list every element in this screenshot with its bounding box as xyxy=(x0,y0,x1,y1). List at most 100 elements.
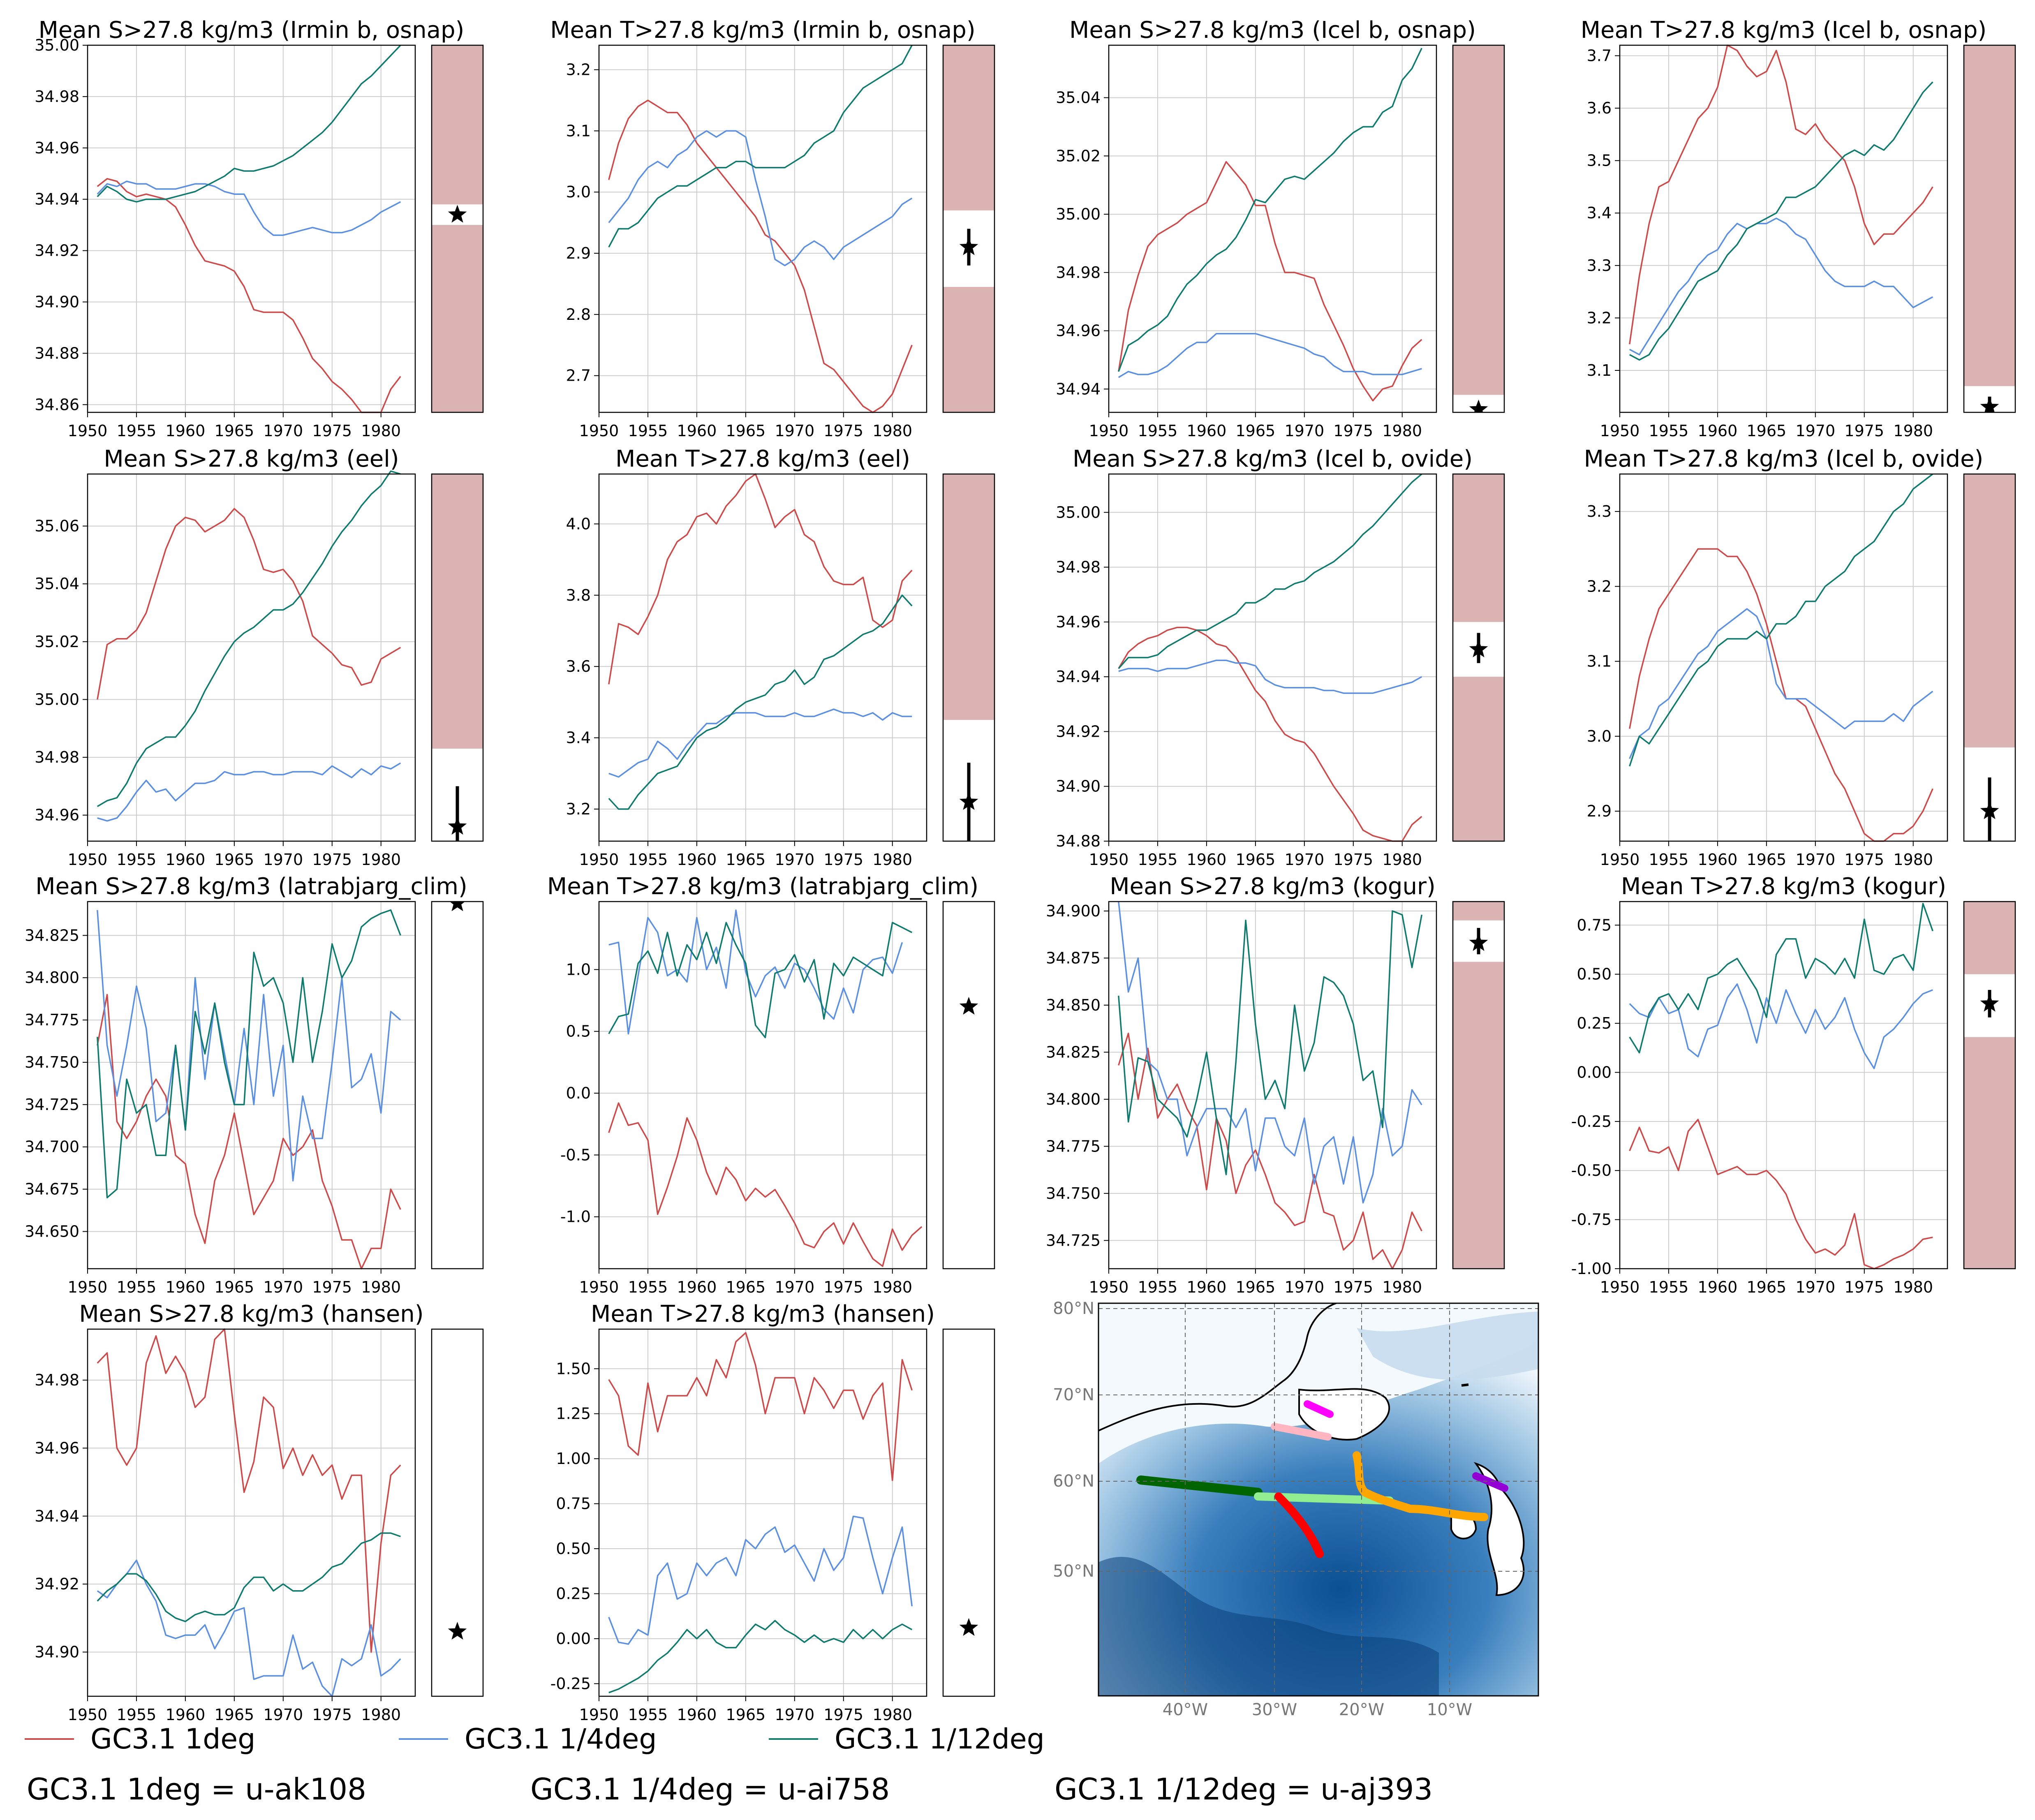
series-line xyxy=(608,1515,913,1645)
plot-frame xyxy=(598,44,927,413)
obs-range-band xyxy=(1453,474,1504,622)
y-tick-label: 0.50 xyxy=(556,1540,591,1558)
x-tick-label: 1970 xyxy=(1795,851,1835,869)
x-tick-label: 1955 xyxy=(117,1706,157,1724)
y-tick-label: -1.0 xyxy=(560,1208,591,1226)
y-tick-label: 34.650 xyxy=(25,1222,79,1240)
chart-c2: 1950 1955 1960 1965 1970 1975 1980 2.7 2.8 2.9 3.0… xyxy=(550,17,995,440)
y-tick-label: 34.92 xyxy=(1056,722,1101,740)
y-tick-label: 3.0 xyxy=(566,183,591,201)
legend-swatch xyxy=(769,1738,818,1740)
y-tick-label: 3.1 xyxy=(1587,652,1612,671)
x-tick-label: 1950 xyxy=(68,851,108,869)
map-lon-label: 20°W xyxy=(1339,1700,1384,1719)
obs-range-band xyxy=(1453,962,1504,1269)
x-tick-label: 1955 xyxy=(1138,1278,1178,1296)
series-line xyxy=(608,708,912,778)
y-tick-label: 3.2 xyxy=(1587,577,1612,595)
obs-range-band xyxy=(1964,474,2015,748)
x-tick-label: 1950 xyxy=(1089,851,1129,869)
obs-range-band xyxy=(1964,902,2015,974)
y-tick-label: 34.86 xyxy=(35,395,79,414)
obs-panel-frame xyxy=(431,44,484,413)
y-tick-label: 2.7 xyxy=(566,367,591,385)
x-tick-label: 1980 xyxy=(872,1278,912,1296)
series-line xyxy=(97,178,401,413)
legend: GC3.1 1deg GC3.1 1/4deg GC3.1 1/12deg xyxy=(25,1721,1998,1758)
series-line xyxy=(97,44,401,203)
y-tick-label: 35.06 xyxy=(35,517,79,535)
y-tick-label: 3.1 xyxy=(1587,361,1612,379)
y-tick-label: 3.7 xyxy=(1587,47,1612,65)
x-tick-label: 1970 xyxy=(1795,1278,1835,1296)
series-line xyxy=(608,1102,923,1267)
chart-c12: 1950 1955 1960 1965 1970 1975 1980 -1.00 -0.75 -0… xyxy=(1571,873,2016,1296)
obs-panel-frame xyxy=(942,1328,995,1697)
chart-c8: 1950 1955 1960 1965 1970 1975 1980 2.9 3.0 3.1 3.2… xyxy=(1584,446,2016,869)
y-tick-label: 34.92 xyxy=(35,1575,79,1593)
y-tick-label: 34.94 xyxy=(35,190,79,208)
series-line xyxy=(97,994,401,1270)
chart-title: Mean T>27.8 kg/m3 (kogur) xyxy=(1621,873,1946,900)
obs-star-marker xyxy=(959,237,978,255)
y-tick-label: 34.96 xyxy=(35,139,79,157)
y-tick-label: 34.825 xyxy=(1046,1043,1101,1061)
series-line xyxy=(608,45,913,248)
plot-frame xyxy=(598,473,927,842)
obs-panel-frame xyxy=(431,473,484,842)
y-tick-label: 3.8 xyxy=(566,586,591,604)
x-tick-label: 1970 xyxy=(1284,1278,1324,1296)
x-tick-label: 1960 xyxy=(677,1706,717,1724)
y-tick-label: 3.1 xyxy=(566,122,591,140)
x-tick-label: 1980 xyxy=(872,422,912,440)
x-tick-label: 1965 xyxy=(215,422,254,440)
y-tick-label: 34.750 xyxy=(25,1053,79,1071)
plot-frame xyxy=(87,44,416,413)
y-tick-label: 35.00 xyxy=(1056,503,1101,521)
x-tick-label: 1975 xyxy=(1844,422,1884,440)
x-tick-label: 1975 xyxy=(312,851,352,869)
chart-c4: 1950 1955 1960 1965 1970 1975 1980 3.1 3.2 3.3 3.4… xyxy=(1581,17,2016,440)
y-tick-label: 34.800 xyxy=(25,969,79,987)
x-tick-label: 1980 xyxy=(361,1706,401,1724)
chart-c11: 1950 1955 1960 1965 1970 1975 1980 34.725 34.750… xyxy=(1046,873,1505,1296)
x-tick-label: 1965 xyxy=(215,1706,254,1724)
y-tick-label: 34.96 xyxy=(35,806,79,824)
obs-star-marker xyxy=(448,1621,467,1640)
plot-frame xyxy=(1619,473,1948,842)
x-tick-label: 1960 xyxy=(1187,1278,1227,1296)
x-tick-label: 1980 xyxy=(1382,851,1422,869)
series-line xyxy=(97,1328,401,1653)
x-tick-label: 1975 xyxy=(312,1706,352,1724)
obs-range-band xyxy=(1453,677,1504,841)
y-tick-label: 0.75 xyxy=(556,1495,591,1513)
x-tick-label: 1980 xyxy=(872,1706,912,1724)
y-tick-label: 34.94 xyxy=(35,1507,79,1525)
plot-frame xyxy=(1108,473,1437,842)
series-line xyxy=(97,470,401,807)
chart-title: Mean T>27.8 kg/m3 (hansen) xyxy=(591,1301,935,1327)
y-tick-label: 34.700 xyxy=(25,1138,79,1156)
map-lat-label: 50°N xyxy=(1053,1562,1094,1581)
chart-title: Mean S>27.8 kg/m3 (kogur) xyxy=(1110,873,1436,900)
obs-range-band xyxy=(432,474,483,749)
y-tick-label: 1.00 xyxy=(556,1450,591,1468)
series-line xyxy=(608,99,913,413)
x-tick-label: 1965 xyxy=(1236,851,1276,869)
section-eel xyxy=(1353,1451,1488,1521)
x-tick-label: 1950 xyxy=(1600,422,1640,440)
x-tick-label: 1970 xyxy=(775,1278,814,1296)
series-line xyxy=(1629,903,1933,1054)
chart-title: Mean S>27.8 kg/m3 (latrabjarg_clim) xyxy=(35,873,467,900)
y-tick-label: 34.750 xyxy=(1046,1184,1101,1203)
chart-c10: 1950 1955 1960 1965 1970 1975 1980 -1.0 -0.5 0.0 0… xyxy=(547,873,995,1296)
obs-panel-content xyxy=(1964,474,2015,841)
x-tick-label: 1970 xyxy=(263,1706,303,1724)
y-tick-label: 34.725 xyxy=(25,1096,79,1114)
obs-range-band xyxy=(432,225,483,412)
x-tick-label: 1955 xyxy=(117,851,157,869)
chart-title: Mean T>27.8 kg/m3 (eel) xyxy=(615,446,910,472)
y-tick-label: 0.5 xyxy=(566,1022,591,1041)
y-tick-label: 2.9 xyxy=(1587,802,1612,820)
y-tick-label: 34.98 xyxy=(35,748,79,766)
